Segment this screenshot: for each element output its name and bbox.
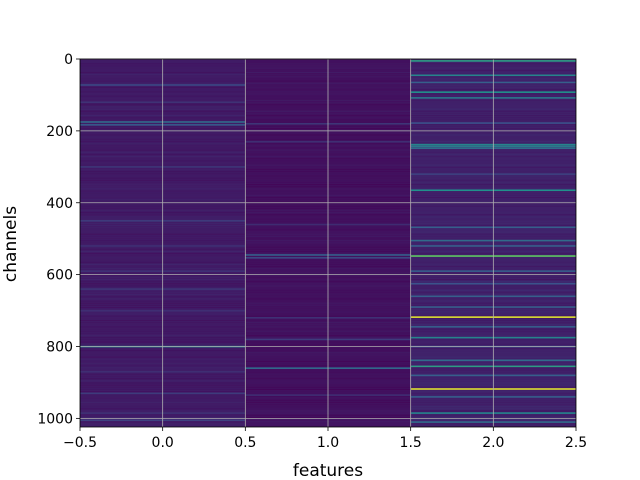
y-tick-label: 200 [46,124,73,140]
x-axis-label: features [293,461,363,480]
x-tick-label: 2.0 [482,435,504,451]
y-axis-label: channels [1,206,21,282]
axes: −0.5 0.0 0.5 1.0 1.5 2.0 2.5 0 200 400 600 800 1000 [37,52,587,451]
x-tick-label: 1.0 [317,435,339,451]
x-tick-label: 1.5 [400,435,422,451]
x-tick-label: 2.5 [565,435,587,451]
x-tick-label: −0.5 [63,435,97,451]
y-tick-label: 600 [46,268,73,284]
x-tick-label: 0.5 [234,435,256,451]
y-tick-label: 1000 [37,411,73,427]
y-tick-label: 0 [64,52,73,68]
y-tick-label: 400 [46,196,73,212]
y-tick-label: 800 [46,340,73,356]
x-tick-label: 0.0 [152,435,174,451]
